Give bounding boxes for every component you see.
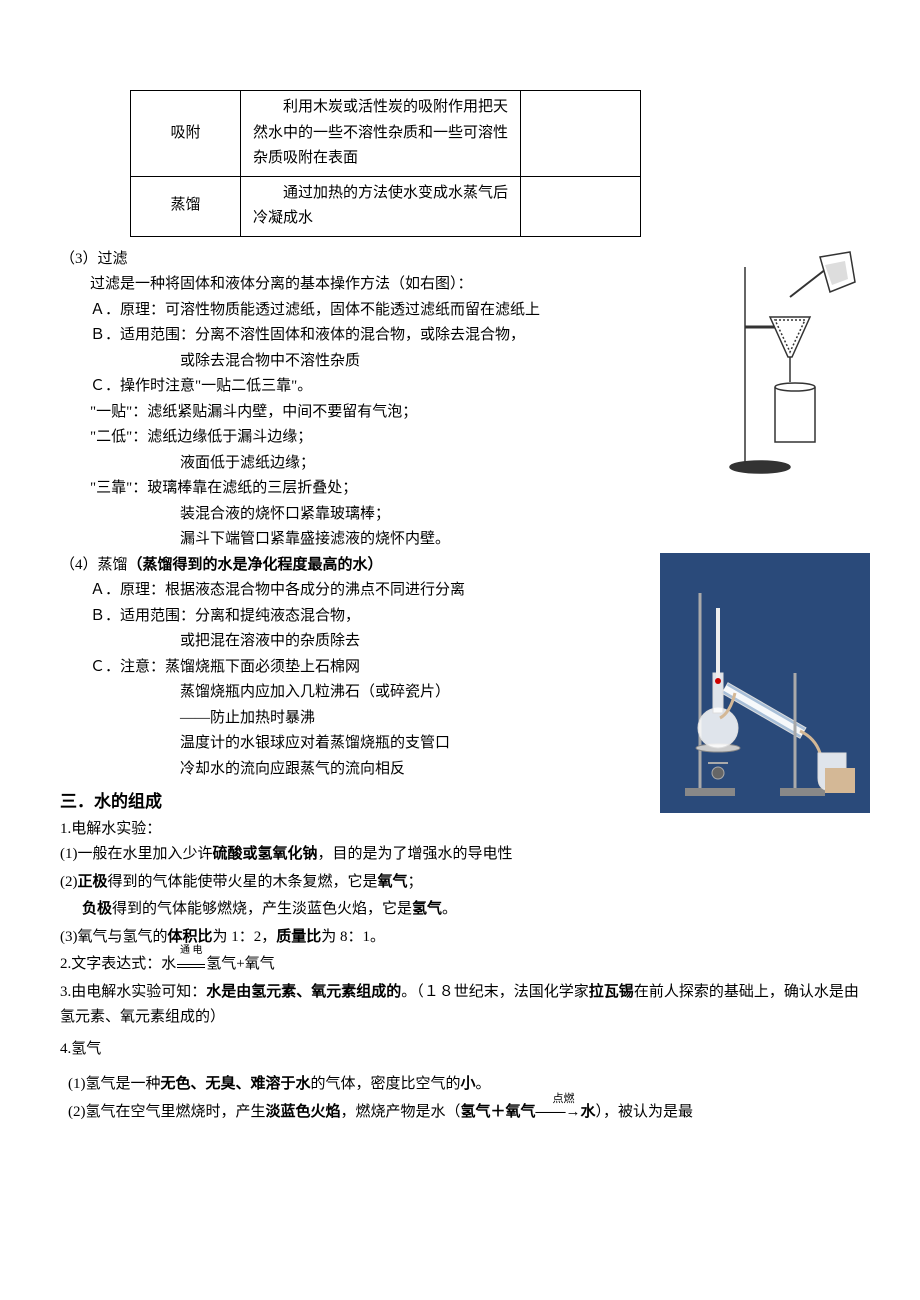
electrolysis-heading: 1.电解水实验： (60, 817, 860, 843)
text-equation: 2.文字表达式：水通 电氢气+氧气 (60, 952, 860, 978)
hydrogen-2: (2)氢气在空气里燃烧时，产生淡蓝色火焰，燃烧产物是水（点燃氢气＋氧气——→水）… (60, 1100, 860, 1126)
filter-apparatus-figure (720, 247, 870, 477)
desc-cell: 利用木炭或活性炭的吸附作用把天然水中的一些不溶性杂质和一些可溶性杂质吸附在表面 (241, 91, 521, 177)
method-cell: 吸附 (131, 91, 241, 177)
sankao-3: 漏斗下端管口紧靠盛接滤液的烧怀内壁。 (60, 527, 860, 553)
sankao-1: "三靠"：玻璃棒靠在滤纸的三层折叠处； (60, 476, 860, 502)
conclusion: 3.由电解水实验可知：水是由氢元素、氧元素组成的。（１８世纪末，法国化学家拉瓦锡… (60, 980, 860, 1031)
note-cell (521, 91, 641, 177)
desc-cell: 通过加热的方法使水变成水蒸气后冷凝成水 (241, 176, 521, 236)
distillation-apparatus-figure (660, 553, 870, 813)
reaction-condition-label: 通 电 (176, 942, 206, 959)
section-distill: （4）蒸馏（蒸馏得到的水是净化程度最高的水） Ａ．原理：根据液态混合物中各成分的… (60, 553, 860, 783)
section-filter: （3）过滤 过滤是一种将固体和液体分离的基本操作方法（如右图）： Ａ．原理：可溶… (60, 247, 860, 553)
table-row: 蒸馏 通过加热的方法使水变成水蒸气后冷凝成水 (131, 176, 641, 236)
electrolysis-2b: 负极得到的气体能够燃烧，产生淡蓝色火焰，它是氢气。 (60, 897, 860, 923)
table-row: 吸附 利用木炭或活性炭的吸附作用把天然水中的一些不溶性杂质和一些可溶性杂质吸附在… (131, 91, 641, 177)
combustion-label: 点燃 (553, 1090, 575, 1109)
note-cell (521, 176, 641, 236)
section-4-num: （4）蒸馏 (60, 557, 128, 573)
method-cell: 蒸馏 (131, 176, 241, 236)
purification-methods-table: 吸附 利用木炭或活性炭的吸附作用把天然水中的一些不溶性杂质和一些可溶性杂质吸附在… (130, 90, 641, 237)
electrolysis-1: (1)一般在水里加入少许硫酸或氢氧化钠，目的是为了增强水的导电性 (60, 842, 860, 868)
hydrogen-1: (1)氢气是一种无色、无臭、难溶于水的气体，密度比空气的小。 (60, 1072, 860, 1098)
hydrogen-heading: 4.氢气 (60, 1037, 860, 1063)
electrolysis-2: (2)正极得到的气体能使带火星的木条复燃，它是氧气； (60, 870, 860, 896)
sankao-2: 装混合液的烧怀口紧靠玻璃棒； (60, 502, 860, 528)
section-4-title: （蒸馏得到的水是净化程度最高的水） (128, 557, 383, 573)
